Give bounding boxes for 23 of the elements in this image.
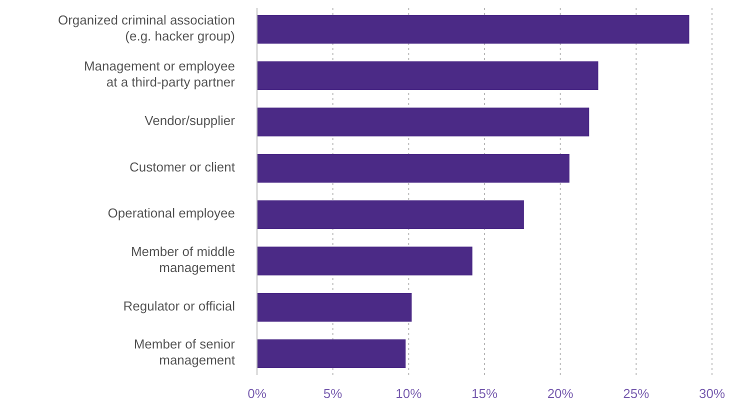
x-tick-label: 5% [323,386,343,401]
bar [257,61,598,90]
y-tick-label: Management or employee at a third-party partner [84,59,236,90]
x-tick-label: 30% [698,386,726,401]
x-tick-label: 0% [248,386,267,401]
y-tick-label: Member of senior management [134,337,236,368]
bar [257,200,524,230]
x-tick-label: 15% [471,386,498,401]
bar [257,14,690,44]
y-tick-label: Vendor/supplier [144,113,236,128]
x-tick-label: 10% [396,386,422,401]
y-tick-label: Operational employee [108,206,235,222]
bar [257,108,590,136]
y-tick-label: Organized criminal association (e.g. hacker group) [58,12,235,44]
y-tick-label: Regulator or official [123,298,236,314]
bar [257,246,472,276]
bar [257,292,412,322]
y-tick-label: Member of middle management [130,244,236,276]
y-tick-label: Customer or client [130,160,236,175]
bar [257,339,406,368]
x-tick-label: 20% [547,386,574,401]
bar [257,154,570,183]
x-tick-label: 25% [623,386,650,401]
